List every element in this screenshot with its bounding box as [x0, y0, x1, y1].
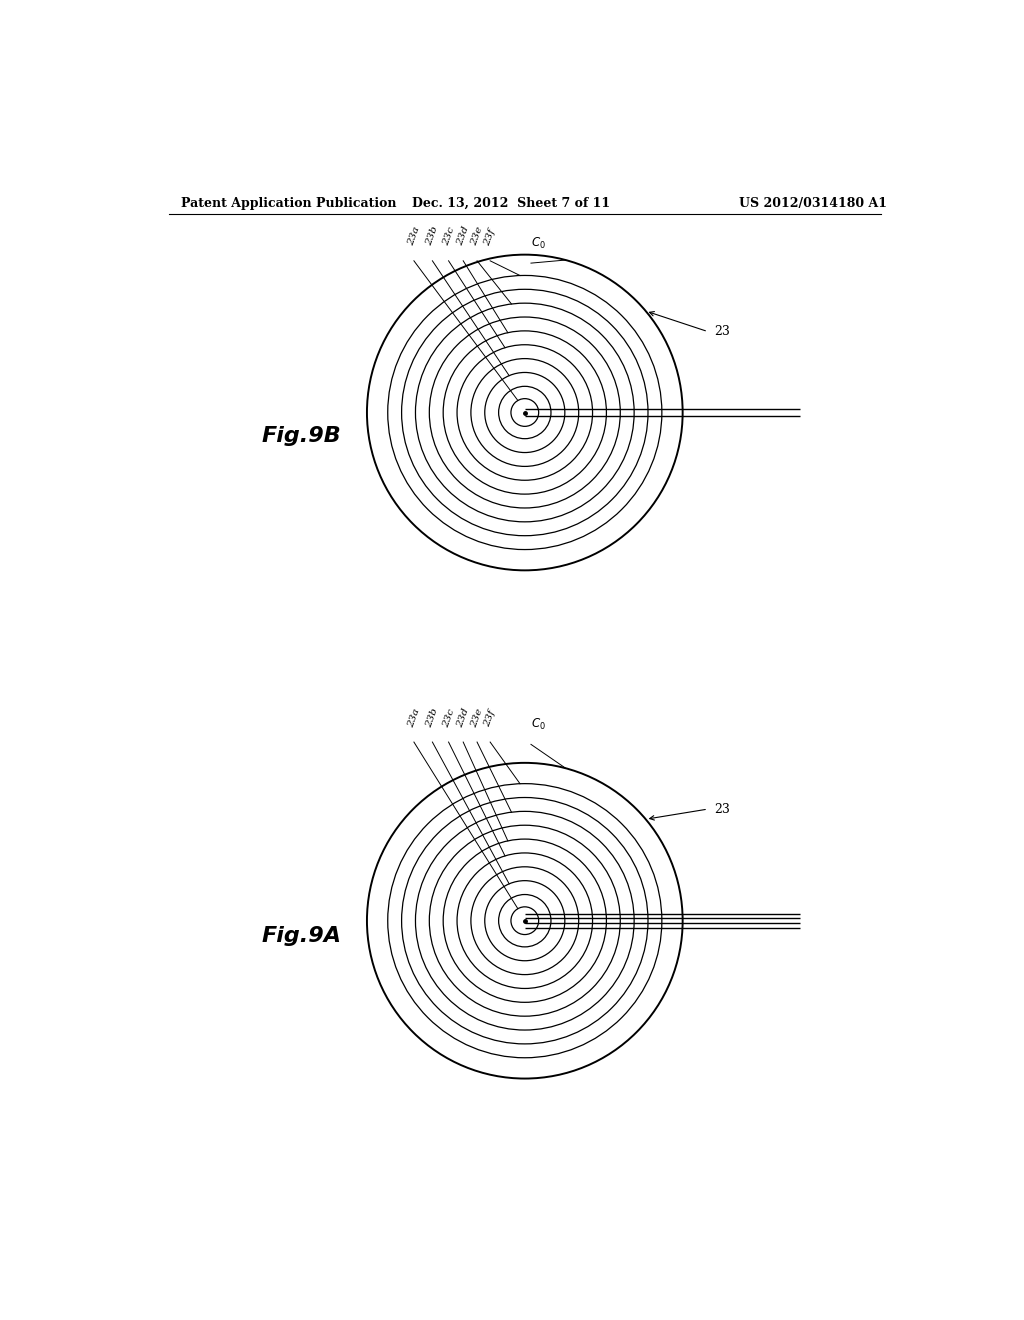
Text: 23f: 23f	[483, 709, 498, 729]
Text: 23a: 23a	[407, 226, 422, 247]
Text: Fig.9B: Fig.9B	[261, 425, 341, 446]
Text: $C_0$: $C_0$	[531, 236, 546, 251]
Text: 23c: 23c	[441, 708, 456, 729]
Text: $C_0$: $C_0$	[531, 717, 546, 733]
Text: 23: 23	[714, 803, 730, 816]
Text: 23b: 23b	[425, 706, 440, 729]
Text: US 2012/0314180 A1: US 2012/0314180 A1	[739, 197, 887, 210]
Text: 23: 23	[714, 325, 730, 338]
Text: 23b: 23b	[425, 226, 440, 247]
Text: Fig.9A: Fig.9A	[261, 927, 341, 946]
Text: 23f: 23f	[483, 228, 498, 247]
Text: Patent Application Publication: Patent Application Publication	[180, 197, 396, 210]
Text: 23c: 23c	[441, 226, 456, 247]
Text: 23d: 23d	[456, 706, 471, 729]
Text: 23a: 23a	[407, 708, 422, 729]
Text: 23e: 23e	[470, 226, 484, 247]
Text: 23e: 23e	[470, 708, 484, 729]
Text: Dec. 13, 2012  Sheet 7 of 11: Dec. 13, 2012 Sheet 7 of 11	[412, 197, 609, 210]
Text: 23d: 23d	[456, 226, 471, 247]
